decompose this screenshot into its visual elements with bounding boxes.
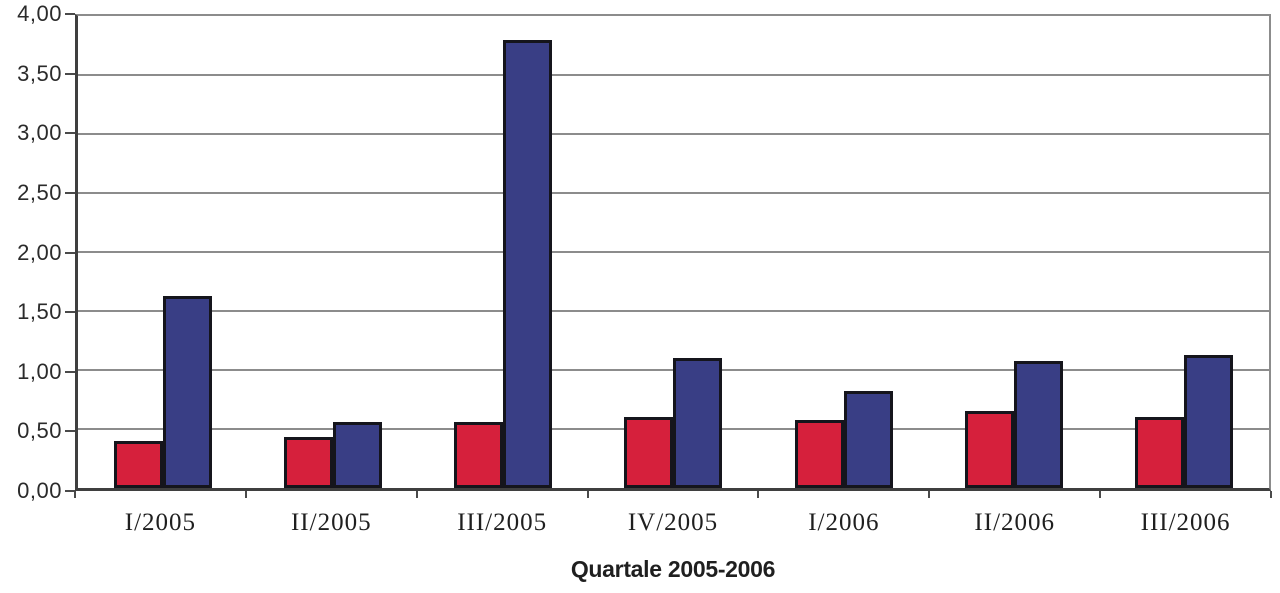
y-axis-label: 3,00 <box>17 120 62 146</box>
bar-series-blue-II/2005 <box>333 421 383 488</box>
y-axis-label: 1,00 <box>17 358 62 384</box>
bar-series-blue-I/2006 <box>843 391 893 488</box>
bar-series-red-II/2006 <box>964 411 1014 488</box>
gridline <box>78 133 1269 135</box>
bar-series-red-I/2005 <box>114 440 164 488</box>
gridline <box>78 74 1269 76</box>
plot-area <box>75 14 1271 491</box>
x-axis-label-I/2005: I/2005 <box>124 509 197 536</box>
bar-group-III/2006 <box>1099 16 1269 488</box>
y-axis-tick <box>65 490 75 492</box>
bar-series-red-III/2005 <box>454 421 504 488</box>
bar-series-red-II/2005 <box>284 437 334 488</box>
y-axis-tick <box>65 311 75 314</box>
gridline <box>78 251 1269 253</box>
gridline <box>78 192 1269 194</box>
x-axis-label-III/2006: III/2006 <box>1140 509 1231 536</box>
bar-group-IV/2005 <box>588 16 758 488</box>
x-axis-label-I/2006: I/2006 <box>808 509 880 536</box>
bar-series-blue-IV/2005 <box>673 358 723 488</box>
bar-series-blue-II/2006 <box>1013 360 1063 488</box>
gridline <box>78 310 1269 312</box>
y-axis-tick <box>65 370 75 373</box>
x-axis-label-III/2005: III/2005 <box>457 509 548 536</box>
bar-series-red-I/2006 <box>794 419 844 488</box>
y-axis-tick <box>65 13 75 15</box>
y-axis-tick <box>65 72 75 75</box>
y-axis-label: 2,00 <box>17 239 62 265</box>
y-axis-label: 4,00 <box>17 1 62 26</box>
x-axis-tick <box>586 491 589 498</box>
x-axis-title: Quartale 2005-2006 <box>570 556 776 582</box>
bar-series-red-III/2006 <box>1134 417 1184 488</box>
x-axis-tick <box>415 491 418 498</box>
y-axis-label: 0,50 <box>17 418 62 444</box>
bar-series-blue-III/2006 <box>1183 354 1233 488</box>
y-axis-tick <box>65 191 75 194</box>
y-axis-label: 3,50 <box>17 60 62 86</box>
y-axis-label: 2,50 <box>17 179 62 205</box>
y-axis-tick <box>65 132 75 135</box>
x-axis-label-II/2005: II/2005 <box>290 509 372 536</box>
x-axis-tick <box>244 491 247 498</box>
bar-group-III/2005 <box>418 16 588 488</box>
x-axis-tick <box>1270 491 1272 498</box>
x-axis-tick <box>928 491 931 498</box>
x-axis-tick <box>1099 491 1102 498</box>
bar-group-II/2005 <box>248 16 418 488</box>
bar-group-I/2005 <box>78 16 248 488</box>
x-axis-tick <box>74 491 76 498</box>
bar-group-I/2006 <box>759 16 929 488</box>
x-axis-label-II/2006: II/2006 <box>974 509 1056 536</box>
x-axis-labels: I/2005 II/2005 III/2005 IV/2005 I/2006 II/200… <box>75 509 1271 537</box>
y-axis-tick <box>65 251 75 254</box>
x-axis-tick <box>757 491 760 498</box>
y-axis-label: 1,50 <box>17 299 62 325</box>
bar-series-blue-III/2005 <box>503 39 553 488</box>
x-axis-label-IV/2005: IV/2005 <box>627 509 719 536</box>
bar-series-blue-I/2005 <box>163 295 213 488</box>
bar-series-red-IV/2005 <box>624 417 674 488</box>
y-axis-tick <box>65 430 75 433</box>
bar-group-II/2006 <box>929 16 1099 488</box>
y-axis-label: 0,00 <box>17 478 62 503</box>
